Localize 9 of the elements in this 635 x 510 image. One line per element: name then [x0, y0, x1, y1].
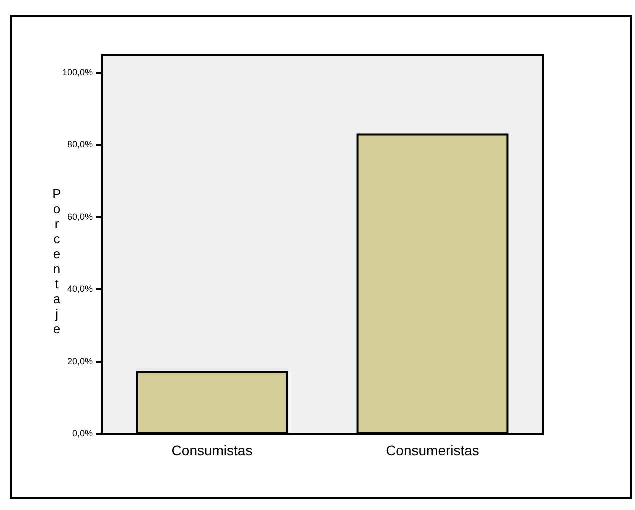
y-tick-label: 100,0% [62, 68, 93, 78]
y-tick-label: 20,0% [67, 356, 93, 366]
y-tick-label: 0,0% [72, 428, 93, 438]
y-tick-label: 60,0% [67, 212, 93, 222]
text: Porcentaje [52, 186, 62, 337]
y-tick-label: 40,0% [67, 284, 93, 294]
x-tick-label: Consumistas [172, 442, 253, 458]
x-tick-label: Consumeristas [386, 442, 480, 458]
y-tick-label: 80,0% [67, 140, 93, 150]
